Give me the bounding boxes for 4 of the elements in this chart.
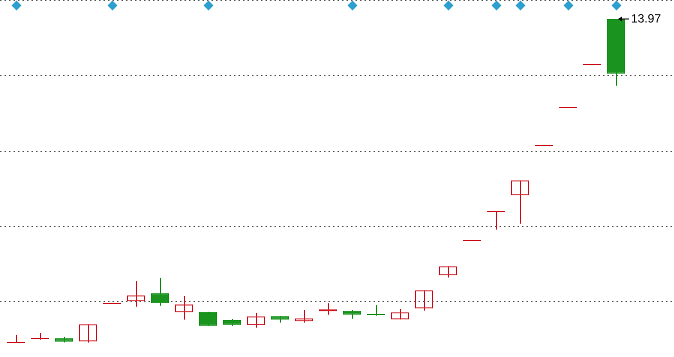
candlestick [366, 304, 386, 316]
candlestick [486, 210, 506, 230]
candlestick [151, 277, 169, 306]
text: 13.97 [631, 11, 662, 26]
